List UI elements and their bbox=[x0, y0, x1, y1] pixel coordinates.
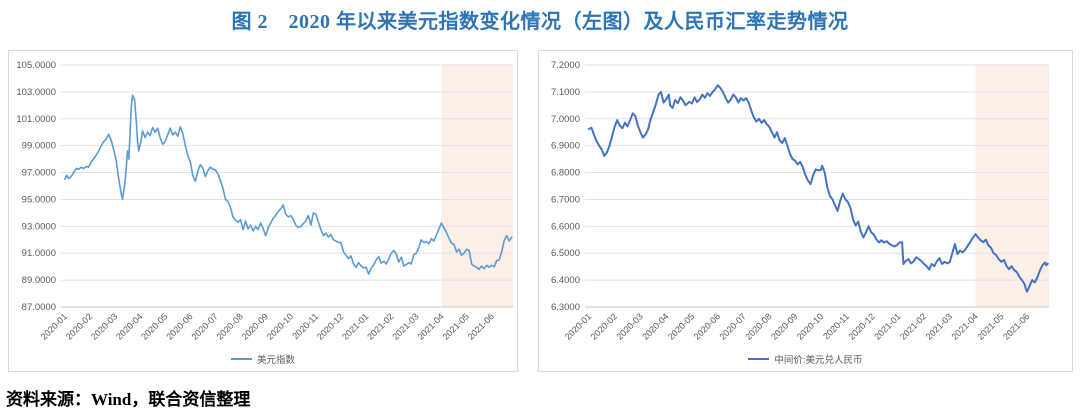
svg-text:93.0000: 93.0000 bbox=[22, 221, 56, 232]
svg-text:103.0000: 103.0000 bbox=[16, 87, 56, 98]
svg-text:2020-08: 2020-08 bbox=[743, 311, 773, 341]
svg-text:6.8000: 6.8000 bbox=[551, 168, 580, 179]
svg-text:7.1000: 7.1000 bbox=[551, 87, 580, 98]
svg-text:2020-11: 2020-11 bbox=[821, 311, 851, 341]
svg-text:7.2000: 7.2000 bbox=[551, 60, 580, 71]
svg-text:97.0000: 97.0000 bbox=[22, 168, 56, 179]
dxy-legend-line-swatch bbox=[230, 358, 252, 361]
svg-text:2020-10: 2020-10 bbox=[265, 311, 295, 341]
svg-text:99.0000: 99.0000 bbox=[22, 141, 56, 152]
source-note: 资料来源：Wind，联合资信整理 bbox=[6, 390, 251, 409]
svg-text:2021-01: 2021-01 bbox=[872, 311, 902, 341]
svg-text:2020-07: 2020-07 bbox=[189, 311, 219, 341]
svg-text:2021-04: 2021-04 bbox=[950, 311, 980, 341]
svg-text:6.9000: 6.9000 bbox=[551, 141, 580, 152]
svg-text:2020-01: 2020-01 bbox=[563, 311, 593, 341]
cny-legend-line-swatch bbox=[748, 358, 770, 361]
svg-text:2020-06: 2020-06 bbox=[164, 311, 194, 341]
svg-text:6.5000: 6.5000 bbox=[551, 248, 580, 259]
svg-text:2021-06: 2021-06 bbox=[466, 311, 496, 341]
svg-text:2021-03: 2021-03 bbox=[924, 311, 954, 341]
svg-text:2020-07: 2020-07 bbox=[718, 311, 748, 341]
svg-text:2020-02: 2020-02 bbox=[64, 311, 94, 341]
svg-text:87.0000: 87.0000 bbox=[22, 302, 56, 313]
svg-text:95.0000: 95.0000 bbox=[22, 194, 56, 205]
cny-chart-canvas: 6.3000 6.4000 6.5000 6.6000 6.7000 6.8000 6.90… bbox=[551, 60, 1049, 342]
svg-text:2020-03: 2020-03 bbox=[614, 311, 644, 341]
svg-text:6.6000: 6.6000 bbox=[551, 221, 580, 232]
svg-text:6.7000: 6.7000 bbox=[551, 194, 580, 205]
svg-text:2020-01: 2020-01 bbox=[39, 311, 69, 341]
svg-text:101.0000: 101.0000 bbox=[16, 114, 56, 125]
svg-text:2020-09: 2020-09 bbox=[769, 311, 799, 341]
svg-text:6.4000: 6.4000 bbox=[551, 275, 580, 286]
cny-chart-panel: 6.3000 6.4000 6.5000 6.6000 6.7000 6.8000 6.90… bbox=[538, 50, 1073, 372]
svg-text:2021-03: 2021-03 bbox=[390, 311, 420, 341]
svg-text:2020-08: 2020-08 bbox=[215, 311, 245, 341]
svg-text:2020-04: 2020-04 bbox=[640, 311, 670, 341]
svg-text:2020-03: 2020-03 bbox=[89, 311, 119, 341]
svg-text:6.3000: 6.3000 bbox=[551, 302, 580, 313]
svg-text:2020-02: 2020-02 bbox=[589, 311, 619, 341]
figure-title: 图 2 2020 年以来美元指数变化情况（左图）及人民币汇率走势情况 bbox=[231, 11, 849, 33]
svg-text:2020-10: 2020-10 bbox=[795, 311, 825, 341]
svg-text:2021-05: 2021-05 bbox=[441, 311, 471, 341]
svg-text:2021-02: 2021-02 bbox=[365, 311, 395, 341]
svg-text:2020-09: 2020-09 bbox=[240, 311, 270, 341]
cny-legend: 中间价:美元兑人民币 bbox=[539, 352, 1072, 366]
svg-text:2020-12: 2020-12 bbox=[846, 311, 876, 341]
svg-text:89.0000: 89.0000 bbox=[22, 275, 56, 286]
svg-text:105.0000: 105.0000 bbox=[16, 60, 56, 71]
svg-text:2020-12: 2020-12 bbox=[315, 311, 345, 341]
svg-text:91.0000: 91.0000 bbox=[22, 248, 56, 259]
svg-text:2021-05: 2021-05 bbox=[975, 311, 1005, 341]
svg-text:2021-06: 2021-06 bbox=[1001, 311, 1031, 341]
svg-text:2020-06: 2020-06 bbox=[692, 311, 722, 341]
svg-text:2021-01: 2021-01 bbox=[340, 311, 370, 341]
dxy-chart-canvas: 87.0000 89.0000 91.0000 93.0000 95.0000 97.00… bbox=[16, 60, 513, 342]
dxy-legend: 美元指数 bbox=[9, 352, 517, 366]
svg-text:2020-05: 2020-05 bbox=[666, 311, 696, 341]
svg-text:7.0000: 7.0000 bbox=[551, 114, 580, 125]
svg-text:2021-04: 2021-04 bbox=[415, 311, 445, 341]
cny-legend-label: 中间价:美元兑人民币 bbox=[774, 355, 863, 366]
dxy-legend-label: 美元指数 bbox=[256, 355, 295, 366]
svg-text:2021-02: 2021-02 bbox=[898, 311, 928, 341]
svg-text:2020-05: 2020-05 bbox=[139, 311, 169, 341]
dxy-chart-panel: 87.0000 89.0000 91.0000 93.0000 95.0000 97.00… bbox=[8, 50, 518, 372]
svg-text:2020-04: 2020-04 bbox=[114, 311, 144, 341]
